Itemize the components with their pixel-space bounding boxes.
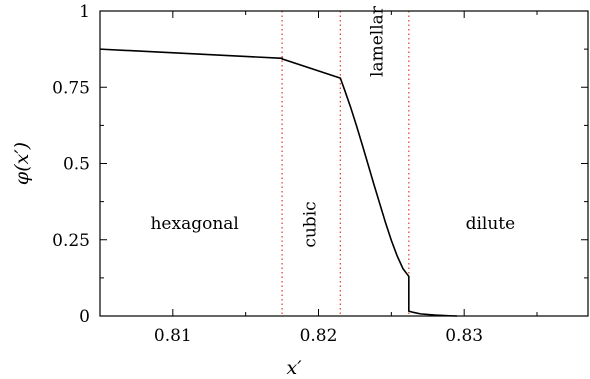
data-series (99, 48, 457, 317)
x-axis-title: x′ (286, 357, 302, 379)
y-tick-label-1: 0.25 (52, 231, 90, 251)
x-tick-label-2: 0.83 (445, 326, 483, 346)
series-line-0 (99, 48, 457, 317)
plot-frame (99, 10, 589, 317)
y-axis: 0 0.25 0.5 0.75 1 (52, 2, 588, 327)
phase-boundary-lines (281, 11, 410, 316)
x-tick-label-1: 0.82 (300, 326, 338, 346)
x-axis: 0.81 0.82 0.83 (99, 11, 538, 346)
y-tick-label-3: 0.75 (52, 78, 90, 98)
x-tick-label-0: 0.81 (154, 326, 192, 346)
y-tick-label-4: 1 (79, 2, 90, 22)
region-label-1: cubic (301, 201, 321, 247)
y-tick-label-0: 0 (79, 307, 90, 327)
region-labels: hexagonal cubic lamellar dilute (150, 5, 515, 247)
y-tick-label-2: 0.5 (63, 155, 90, 175)
region-label-3: dilute (466, 214, 516, 234)
y-axis-title: φ(x′) (11, 142, 33, 185)
region-label-2: lamellar (368, 5, 388, 77)
region-label-0: hexagonal (150, 214, 238, 234)
